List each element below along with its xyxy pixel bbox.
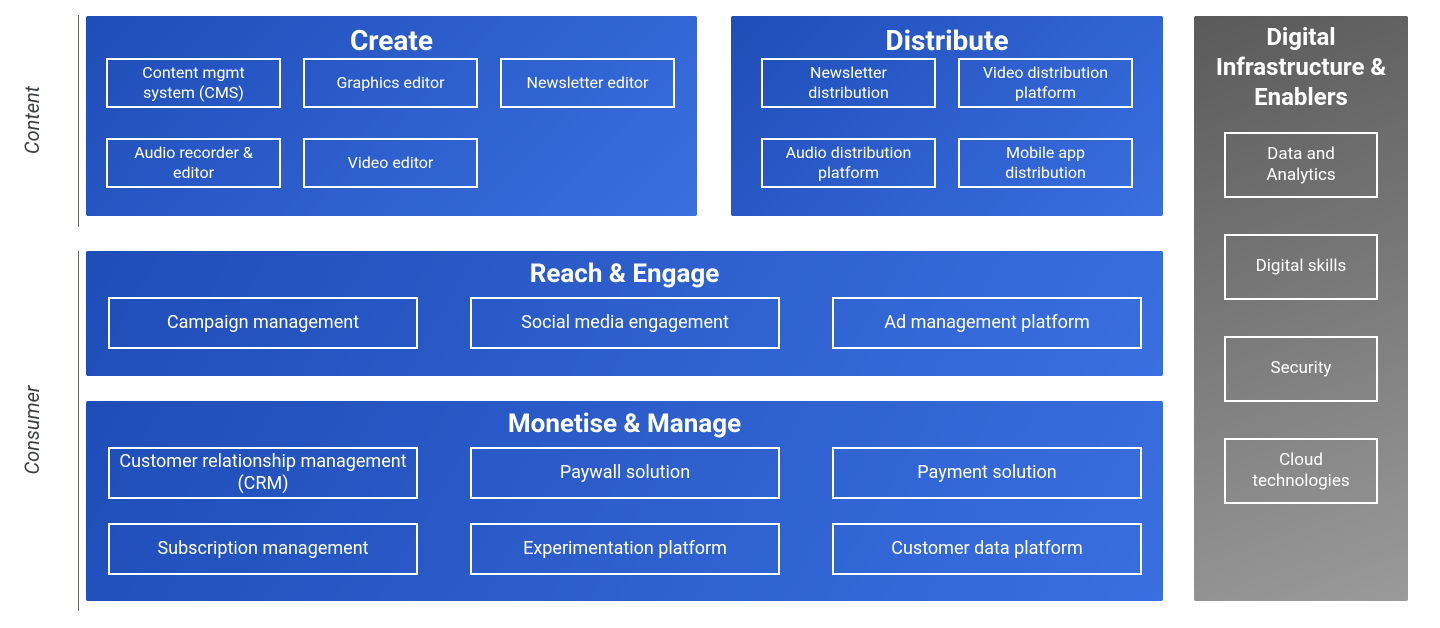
side-label-content: Content (20, 20, 44, 220)
panel-title-monetise: Monetise & Manage (86, 409, 1163, 439)
capability-box: Customer relationship management (CRM) (108, 447, 418, 499)
side-label-consumer: Consumer (20, 330, 44, 530)
panel-infrastructure: Digital Infrastructure & Enablers Data a… (1194, 16, 1408, 601)
capability-box: Customer data platform (832, 523, 1142, 575)
capability-box: Subscription management (108, 523, 418, 575)
enabler-box: Digital skills (1224, 234, 1378, 300)
panel-title-infrastructure: Digital Infrastructure & Enablers (1194, 22, 1408, 112)
panel-title-distribute: Distribute (731, 24, 1163, 57)
panel-create: Create Content mgmt system (CMS) Graphics… (86, 16, 697, 216)
separator-line (78, 251, 79, 611)
capability-box: Payment solution (832, 447, 1142, 499)
capability-box: Ad management platform (832, 297, 1142, 349)
capability-box: Mobile app distribution (958, 138, 1133, 188)
capability-box: Audio distribution platform (761, 138, 936, 188)
capability-box: Experimentation platform (470, 523, 780, 575)
capability-box: Content mgmt system (CMS) (106, 58, 281, 108)
diagram-canvas: Content Consumer Create Content mgmt sys… (0, 0, 1440, 628)
capability-box: Newsletter editor (500, 58, 675, 108)
capability-box: Graphics editor (303, 58, 478, 108)
panel-title-create: Create (86, 24, 697, 57)
panel-title-reach: Reach & Engage (86, 259, 1163, 289)
capability-box: Social media engagement (470, 297, 780, 349)
capability-box: Newsletter distribution (761, 58, 936, 108)
enabler-box: Data and Analytics (1224, 132, 1378, 198)
panel-reach: Reach & Engage Campaign management Social… (86, 251, 1163, 376)
capability-box: Video editor (303, 138, 478, 188)
capability-box: Audio recorder & editor (106, 138, 281, 188)
enabler-box: Security (1224, 336, 1378, 402)
panel-monetise: Monetise & Manage Customer relationship … (86, 401, 1163, 601)
capability-box: Paywall solution (470, 447, 780, 499)
capability-box: Campaign management (108, 297, 418, 349)
separator-line (78, 15, 79, 227)
enabler-box: Cloud technologies (1224, 438, 1378, 504)
capability-box: Video distribution platform (958, 58, 1133, 108)
panel-distribute: Distribute Newsletter distribution Video … (731, 16, 1163, 216)
